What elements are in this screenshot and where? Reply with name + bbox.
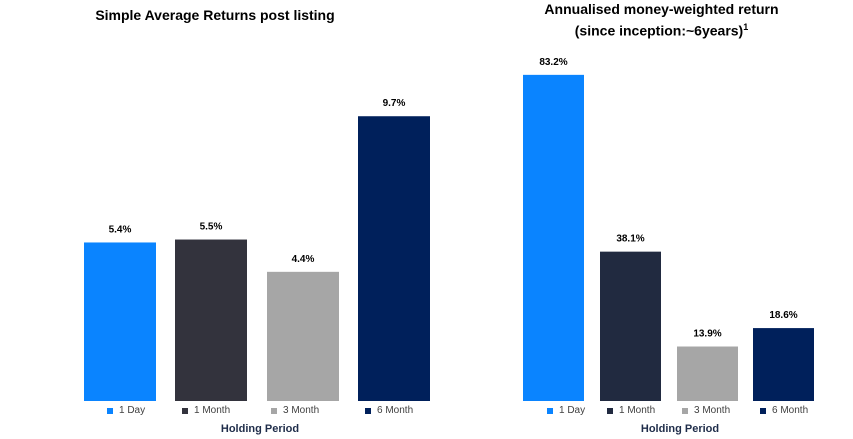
legend-item: 6 Month bbox=[365, 405, 413, 416]
legend-swatch bbox=[547, 407, 553, 414]
legend-swatch bbox=[607, 407, 613, 414]
bar-1-month bbox=[600, 251, 661, 401]
bar-6-month bbox=[753, 328, 814, 401]
x-axis-label: Holding Period bbox=[220, 423, 300, 435]
bar-1-day bbox=[84, 242, 156, 401]
chart-annualised-return: Annualised money-weighted return (since … bbox=[470, 0, 853, 439]
data-label: 38.1% bbox=[616, 234, 644, 245]
footnote-marker: 1 bbox=[743, 22, 749, 32]
data-label: 5.4% bbox=[109, 224, 132, 235]
data-label: 4.4% bbox=[292, 254, 315, 265]
chart-simple-average-returns: Simple Average Returns post listing 5.4%… bbox=[84, 7, 430, 435]
legend-swatch bbox=[760, 407, 766, 414]
legend-swatch bbox=[107, 407, 113, 414]
bar-3-month bbox=[267, 271, 339, 401]
bar-3-month bbox=[677, 346, 738, 401]
bar-1-day bbox=[523, 74, 584, 401]
legend-item: 1 Month bbox=[607, 405, 655, 416]
bar-chart-svg: 83.2% 38.1% 13.9% 18.6% bbox=[523, 57, 814, 401]
legend-label: 1 Day bbox=[559, 405, 586, 416]
legend-label: 1 Month bbox=[194, 405, 231, 416]
bar-6-month bbox=[358, 116, 430, 401]
legend-label: 6 Month bbox=[377, 405, 414, 416]
data-label: 9.7% bbox=[383, 98, 406, 109]
chart-title: Simple Average Returns post listing bbox=[95, 7, 335, 23]
chart-title-line: Annualised money-weighted return bbox=[544, 1, 779, 17]
legend-item: 6 Month bbox=[760, 405, 808, 416]
legend-swatch bbox=[182, 407, 188, 414]
legend-swatch bbox=[271, 407, 277, 414]
legend-swatch bbox=[682, 407, 688, 414]
legend-label: 3 Month bbox=[694, 405, 731, 416]
legend-item: 3 Month bbox=[682, 405, 730, 416]
chart-subtitle: (since inception:~6years)1 bbox=[574, 22, 749, 39]
x-axis-label: Holding Period bbox=[640, 423, 720, 435]
bar-chart-svg: 5.4% 5.5% 4.4% 9.7% bbox=[84, 98, 430, 401]
legend-item: 1 Day bbox=[547, 405, 585, 416]
chart-title: Annualised money-weighted return (since … bbox=[470, 0, 853, 40]
legend-label: 1 Month bbox=[619, 405, 656, 416]
data-label: 18.6% bbox=[769, 310, 797, 321]
legend-label: 3 Month bbox=[283, 405, 320, 416]
legend-item: 1 Month bbox=[182, 405, 230, 416]
legend-label: 1 Day bbox=[119, 405, 146, 416]
data-label: 83.2% bbox=[539, 57, 567, 68]
data-label: 5.5% bbox=[200, 222, 223, 233]
legend-item: 1 Day bbox=[107, 405, 145, 416]
bar-1-month bbox=[175, 239, 247, 401]
legend-swatch bbox=[365, 407, 371, 414]
legend-item: 3 Month bbox=[271, 405, 319, 416]
data-label: 13.9% bbox=[693, 329, 721, 340]
legend-label: 6 Month bbox=[772, 405, 809, 416]
